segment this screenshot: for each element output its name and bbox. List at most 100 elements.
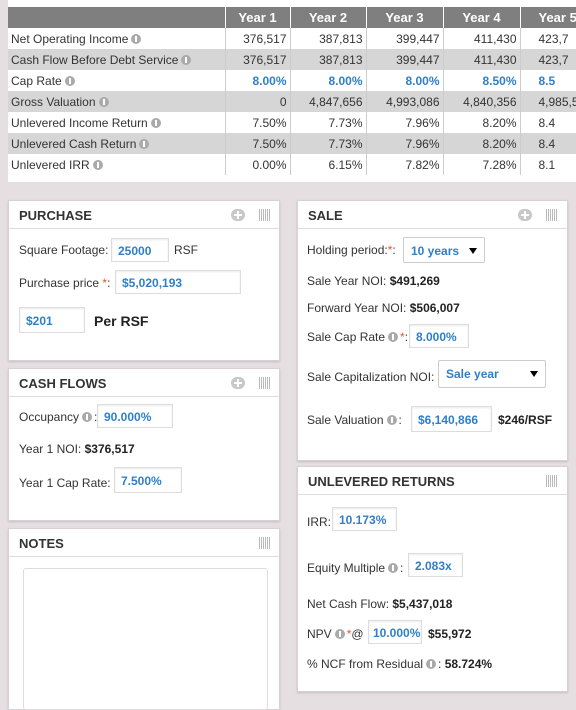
label-text: % NCF from Residual [307, 657, 424, 671]
info-icon[interactable] [82, 412, 93, 422]
label-text: Forward Year NOI: [307, 301, 407, 315]
valuation-per-rsf: $246/RSF [498, 413, 553, 427]
info-icon[interactable] [131, 33, 142, 44]
equity-multiple-input[interactable]: 2.083x [408, 553, 463, 577]
info-icon[interactable] [388, 563, 399, 573]
info-icon[interactable] [386, 415, 397, 425]
table-cell: 7.73% [290, 133, 367, 154]
purchase-panel: PURCHASE Square Footage: 25000 RSF Purch… [8, 200, 280, 361]
table-cell: 0.00% [225, 154, 291, 175]
panel-header: UNLEVERED RETURNS [298, 467, 567, 495]
required-mark: * [346, 627, 352, 641]
table-row: Unlevered IRR 0.00% 6.15% 7.82% 7.28% 8.1 [8, 154, 576, 175]
field-value: $5,437,018 [392, 597, 453, 611]
add-icon[interactable] [231, 209, 245, 221]
square-footage-input[interactable]: 25000 [111, 238, 169, 262]
table-cell: 411,430 [443, 28, 521, 49]
panel-header: SALE [298, 201, 567, 229]
at-sign: @ [351, 627, 364, 641]
sale-cap-rate-input[interactable]: 8.000% [409, 324, 469, 348]
add-icon[interactable] [231, 377, 245, 389]
notes-textarea[interactable] [23, 568, 268, 710]
drag-handle[interactable] [259, 537, 270, 549]
info-icon[interactable] [98, 96, 109, 107]
row-label-text: Unlevered Cash Return [11, 136, 137, 151]
field-value: $491,269 [389, 274, 440, 288]
info-icon[interactable] [92, 159, 103, 170]
row-label: Gross Valuation [8, 91, 226, 112]
purchase-price-input[interactable]: $5,020,193 [115, 270, 241, 294]
header-row: Year 1 Year 2 Year 3 Year 4 Year 5 [8, 7, 576, 28]
label-text: Sale Year NOI: [307, 274, 387, 288]
field-row: Forward Year NOI: $506,007 [307, 301, 460, 315]
notes-panel: NOTES [8, 528, 280, 710]
column-header: Year 4 [443, 7, 521, 28]
table-row: Unlevered Cash Return 7.50% 7.73% 7.96% 8.20… [8, 133, 576, 154]
label-text: Sale Cap Rate [307, 330, 386, 344]
colon: : [398, 413, 402, 427]
drag-handle[interactable] [259, 377, 270, 389]
field-label: NPV *@ [307, 627, 364, 641]
info-icon[interactable] [150, 117, 161, 128]
info-icon[interactable] [426, 659, 437, 669]
npv-rate-input[interactable]: 10.000% [368, 620, 422, 644]
cap-rate-input[interactable]: 7.500% [114, 467, 182, 493]
field-label: Occupancy: [19, 410, 97, 424]
field-row: % NCF from Residual: 58.724% [307, 657, 493, 671]
required-mark: * [387, 243, 393, 257]
label-text: NPV [307, 627, 332, 641]
label-text: Occupancy [19, 410, 80, 424]
row-label: Net Operating Income [8, 28, 226, 49]
table-row: Net Operating Income 376,517 387,813 399,44… [8, 28, 576, 49]
sale-panel: SALE Holding period:*: 10 years Sale Yea… [297, 200, 568, 461]
table-cell: 8.00% [290, 70, 367, 91]
field-value: $506,007 [409, 301, 460, 315]
field-value: 58.724% [444, 657, 493, 671]
table-cell: 376,517 [225, 28, 291, 49]
drag-handle[interactable] [259, 209, 270, 221]
select-value: Sale year [446, 367, 499, 381]
colon: : [107, 276, 111, 290]
per-rsf-label: Per RSF [94, 313, 149, 329]
select-value: 10 years [411, 244, 460, 258]
label-text: Equity Multiple [307, 561, 386, 575]
header-blank [8, 7, 226, 28]
capitalization-noi-select[interactable]: Sale year [438, 360, 546, 388]
occupancy-input[interactable]: 90.000% [97, 404, 173, 428]
info-icon[interactable] [64, 75, 75, 86]
field-label: Sale Cap Rate *: [307, 330, 408, 344]
row-label: Unlevered IRR [8, 154, 226, 175]
row-label: Cap Rate [8, 70, 226, 91]
cash-flows-panel: CASH FLOWS Occupancy: 90.000% Year 1 NOI… [8, 368, 280, 521]
label-text: Sale Valuation [307, 413, 384, 427]
irr-input[interactable]: 10.173% [332, 507, 397, 531]
table-cell: 4,847,656 [290, 91, 367, 112]
table-cell: 8.00% [225, 70, 291, 91]
summary-table: Year 1 Year 2 Year 3 Year 4 Year 5 Net Opera… [8, 0, 576, 182]
info-icon[interactable] [139, 138, 150, 149]
field-label: IRR: [307, 515, 331, 529]
column-header: Year 2 [290, 7, 367, 28]
row-label-text: Unlevered Income Return [11, 115, 148, 130]
required-mark: * [400, 330, 405, 344]
npv-value: $55,972 [428, 627, 472, 641]
table-cell: 387,813 [290, 49, 367, 70]
per-rsf-input[interactable]: $201 [19, 307, 85, 333]
holding-period-select[interactable]: 10 years [403, 237, 485, 263]
table-cell: 7.50% [225, 133, 291, 154]
info-icon[interactable] [334, 629, 345, 639]
info-icon[interactable] [388, 332, 399, 342]
panel-title: PURCHASE [19, 208, 92, 223]
sale-valuation-input[interactable]: $6,140,866 [411, 406, 492, 432]
table-cell: 8.00% [366, 70, 444, 91]
row-label-text: Net Operating Income [11, 31, 129, 46]
drag-handle[interactable] [546, 209, 557, 221]
info-icon[interactable] [181, 54, 192, 65]
field-row: Net Cash Flow: $5,437,018 [307, 597, 452, 611]
column-header: Year 3 [366, 7, 444, 28]
table-cell: 7.82% [366, 154, 444, 175]
drag-handle[interactable] [546, 475, 557, 487]
required-mark: * [102, 276, 108, 290]
colon: : [404, 330, 409, 344]
add-icon[interactable] [518, 209, 532, 221]
